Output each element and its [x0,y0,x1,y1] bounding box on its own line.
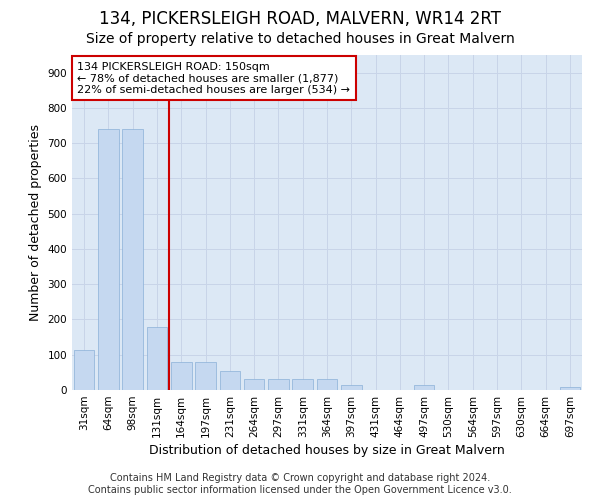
Bar [171,362,191,390]
Text: Contains HM Land Registry data © Crown copyright and database right 2024.
Contai: Contains HM Land Registry data © Crown c… [88,474,512,495]
Bar [317,380,337,390]
Text: 134, PICKERSLEIGH ROAD, MALVERN, WR14 2RT: 134, PICKERSLEIGH ROAD, MALVERN, WR14 2R… [99,10,501,28]
Bar [146,326,167,390]
Bar [220,370,240,390]
Bar [560,387,580,390]
Bar [292,380,313,390]
Bar [268,380,289,390]
Bar [74,350,94,390]
Bar [98,129,119,390]
Bar [122,129,143,390]
Bar [195,362,216,390]
Y-axis label: Number of detached properties: Number of detached properties [29,124,42,321]
Bar [341,384,362,390]
Bar [414,384,434,390]
X-axis label: Distribution of detached houses by size in Great Malvern: Distribution of detached houses by size … [149,444,505,457]
Bar [244,380,265,390]
Text: 134 PICKERSLEIGH ROAD: 150sqm
← 78% of detached houses are smaller (1,877)
22% o: 134 PICKERSLEIGH ROAD: 150sqm ← 78% of d… [77,62,350,95]
Text: Size of property relative to detached houses in Great Malvern: Size of property relative to detached ho… [86,32,514,46]
